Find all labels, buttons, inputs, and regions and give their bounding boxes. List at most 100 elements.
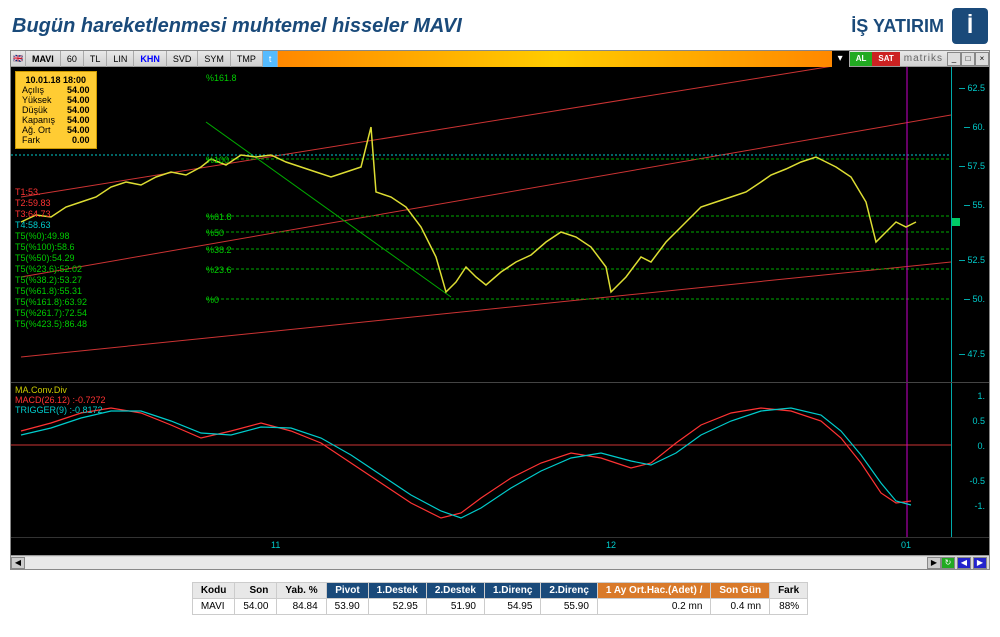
info-value: 0.00	[72, 135, 90, 145]
page-title: Bugün hareketlenmesi muhtemel hisseler M…	[12, 15, 462, 38]
info-value: 54.00	[67, 115, 90, 125]
stock-data-table: KoduSonYab. %Pivot1.Destek2.Destek1.Dire…	[192, 582, 808, 615]
info-label: Fark	[22, 135, 40, 145]
symbol-selector[interactable]: MAVI	[26, 51, 61, 67]
brand: İŞ YATIRIM İ	[851, 8, 988, 44]
chart-svg	[11, 67, 951, 382]
target-level: T5(%423.5):86.48	[15, 319, 87, 330]
table-header: Kodu	[192, 583, 235, 599]
target-level: T4:58.63	[15, 220, 87, 231]
window-buttons: _ □ ×	[947, 52, 989, 66]
app-brand: matriks	[900, 53, 947, 64]
tb-svd[interactable]: SVD	[167, 51, 199, 67]
ind-y-tick: -0.5	[969, 476, 985, 486]
flag-icon[interactable]: 🇬🇧	[11, 51, 26, 67]
table-cell: MAVI	[192, 599, 235, 615]
table-cell: 88%	[770, 599, 808, 615]
tb-drop[interactable]: ▾	[832, 51, 850, 67]
info-value: 54.00	[67, 105, 90, 115]
indicator-label: MA.Conv.Div	[15, 385, 106, 395]
sell-button[interactable]: SAT	[872, 52, 899, 66]
target-level: T5(%161.8):63.92	[15, 297, 87, 308]
indicator-label: TRIGGER(9) :-0.8172	[15, 405, 106, 415]
scroll-track[interactable]	[25, 557, 927, 569]
y-tick: 50.	[972, 294, 985, 304]
table-header: Fark	[770, 583, 808, 599]
table-header: 1 Ay Ort.Hac.(Adet) /	[597, 583, 711, 599]
target-level: T2:59.83	[15, 198, 87, 209]
fib-label: %0	[206, 295, 219, 305]
indicator-labels: MA.Conv.DivMACD(26.12) :-0.7272TRIGGER(9…	[15, 385, 106, 415]
table-cell: 54.95	[484, 599, 540, 615]
brand-logo-icon: İ	[952, 8, 988, 44]
fib-label: %38.2	[206, 245, 232, 255]
nav-back-icon[interactable]: ◀	[957, 557, 971, 569]
table-cell: 53.90	[326, 599, 368, 615]
table-header: Yab. %	[277, 583, 326, 599]
tb-khn[interactable]: KHN	[134, 51, 167, 67]
target-level: T3:64.73	[15, 209, 87, 220]
target-level: T5(%50):54.29	[15, 253, 87, 264]
x-scrollbar[interactable]: ◀ ▶ ↻ ◀ ▶	[11, 555, 989, 569]
info-datetime: 10.01.18 18:00	[22, 75, 90, 85]
ind-y-tick: 1.	[977, 391, 985, 401]
target-level: T5(%23.6):52.02	[15, 264, 87, 275]
info-label: Yüksek	[22, 95, 52, 105]
table-header: 1.Destek	[368, 583, 426, 599]
info-label: Açılış	[22, 85, 44, 95]
table-header: Son	[235, 583, 277, 599]
info-label: Kapanış	[22, 115, 55, 125]
buy-button[interactable]: AL	[850, 52, 873, 66]
refresh-icon[interactable]: ↻	[941, 557, 955, 569]
table-cell: 0.2 mn	[597, 599, 711, 615]
ind-y-tick: 0.5	[972, 416, 985, 426]
table-header: 1.Direnç	[484, 583, 540, 599]
info-value: 54.00	[67, 85, 90, 95]
fib-label: %50	[206, 228, 224, 238]
x-tick: 01	[901, 540, 911, 550]
tb-lin[interactable]: LIN	[107, 51, 134, 67]
tb-sym[interactable]: SYM	[198, 51, 231, 67]
ohlc-info-box: 10.01.18 18:00 Açılış54.00Yüksek54.00Düş…	[15, 71, 97, 149]
table-cell: 0.4 mn	[711, 599, 770, 615]
info-value: 54.00	[67, 125, 90, 135]
tb-tl[interactable]: TL	[84, 51, 108, 67]
table-cell: 55.90	[541, 599, 597, 615]
target-level: T5(%261.7):72.54	[15, 308, 87, 319]
period-selector[interactable]: 60	[61, 51, 84, 67]
target-levels: T1:53.T2:59.83T3:64.73T4:58.63T5(%0):49.…	[15, 187, 87, 330]
toolbar-gradient	[278, 51, 831, 67]
x-tick: 11	[271, 540, 280, 550]
info-label: Ağ. Ort	[22, 125, 51, 135]
chart-canvas: %161.8%100%61.8%50%38.2%23.6%0	[11, 67, 951, 382]
info-value: 54.00	[67, 95, 90, 105]
indicator-svg	[11, 383, 953, 538]
indicator-label: MACD(26.12) :-0.7272	[15, 395, 106, 405]
fib-label: %161.8	[206, 73, 237, 83]
ind-y-tick: 0.	[977, 441, 985, 451]
chart-window: 🇬🇧 MAVI 60 TL LIN KHN SVD SYM TMP t ▾ AL…	[10, 50, 990, 570]
table-cell: 84.84	[277, 599, 326, 615]
target-level: T1:53.	[15, 187, 87, 198]
nav-fwd-icon[interactable]: ▶	[973, 557, 987, 569]
twitter-icon[interactable]: t	[263, 51, 279, 67]
tb-tmp[interactable]: TMP	[231, 51, 263, 67]
scroll-left-icon[interactable]: ◀	[11, 557, 25, 569]
y-tick: 55.	[972, 200, 985, 210]
target-level: T5(%38.2):53.27	[15, 275, 87, 286]
page-header: Bugün hareketlenmesi muhtemel hisseler M…	[0, 0, 1000, 48]
scroll-right-icon[interactable]: ▶	[927, 557, 941, 569]
maximize-icon[interactable]: □	[961, 52, 975, 66]
indicator-y-axis: 1.0.50.-0.5-1.	[951, 383, 989, 537]
chart-toolbar: 🇬🇧 MAVI 60 TL LIN KHN SVD SYM TMP t ▾ AL…	[11, 51, 989, 67]
current-price-marker	[952, 218, 960, 226]
price-chart[interactable]: 10.01.18 18:00 Açılış54.00Yüksek54.00Düş…	[11, 67, 989, 382]
target-level: T5(%100):58.6	[15, 242, 87, 253]
table-header-row: KoduSonYab. %Pivot1.Destek2.Destek1.Dire…	[192, 583, 807, 599]
minimize-icon[interactable]: _	[947, 52, 961, 66]
y-tick: 57.5	[967, 161, 985, 171]
macd-indicator[interactable]: MA.Conv.DivMACD(26.12) :-0.7272TRIGGER(9…	[11, 382, 989, 537]
table-header: 2.Destek	[426, 583, 484, 599]
close-icon[interactable]: ×	[975, 52, 989, 66]
table-cell: 52.95	[368, 599, 426, 615]
